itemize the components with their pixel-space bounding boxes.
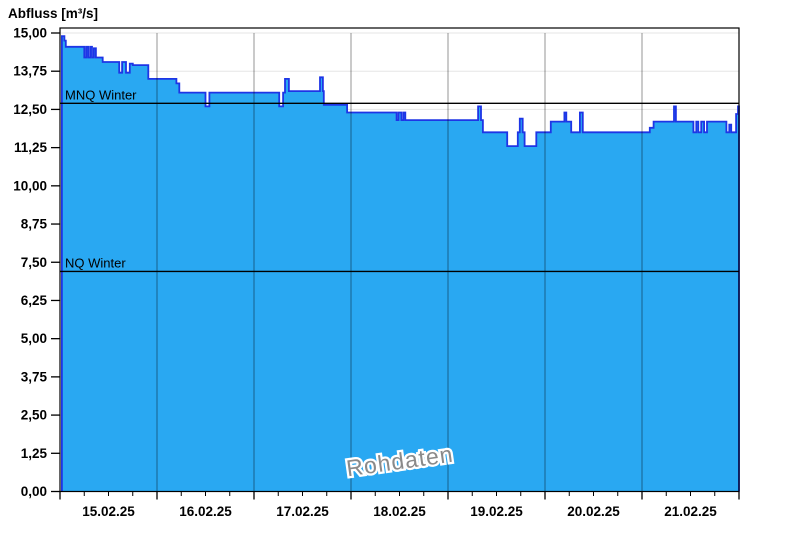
- y-axis-tick-label: 5,00: [21, 331, 47, 346]
- x-axis-day-label: 19.02.25: [470, 504, 523, 519]
- y-axis-tick-label: 3,75: [21, 369, 48, 384]
- x-axis-day-label: 15.02.25: [82, 504, 135, 519]
- x-axis-day-label: 16.02.25: [179, 504, 232, 519]
- x-axis-day-label: 20.02.25: [567, 504, 620, 519]
- x-axis-day-label: 21.02.25: [664, 504, 717, 519]
- x-axis-day-label: 17.02.25: [276, 504, 329, 519]
- y-axis-tick-label: 11,25: [14, 140, 48, 155]
- y-axis-tick-label: 13,75: [13, 64, 47, 79]
- y-axis-tick-label: 10,00: [13, 178, 47, 193]
- mnq-winter-label: MNQ Winter: [65, 87, 137, 102]
- y-axis-tick-label: 6,25: [21, 293, 48, 308]
- chart-title: Abfluss [m³/s]: [8, 6, 99, 21]
- discharge-step-line: [61, 35, 740, 492]
- y-axis-tick-label: 12,50: [13, 102, 47, 117]
- y-axis-tick-label: 7,50: [21, 255, 47, 270]
- y-axis-tick-label: 15,00: [13, 26, 47, 41]
- discharge-area-fill: [61, 36, 739, 492]
- y-axis-tick-label: 2,50: [21, 408, 47, 423]
- x-axis-day-label: 18.02.25: [373, 504, 426, 519]
- y-axis-tick-label: 8,75: [21, 217, 48, 232]
- y-axis-tick-label: 0,00: [21, 484, 47, 499]
- nq-winter-label: NQ Winter: [65, 255, 126, 270]
- y-axis-tick-label: 1,25: [21, 446, 48, 461]
